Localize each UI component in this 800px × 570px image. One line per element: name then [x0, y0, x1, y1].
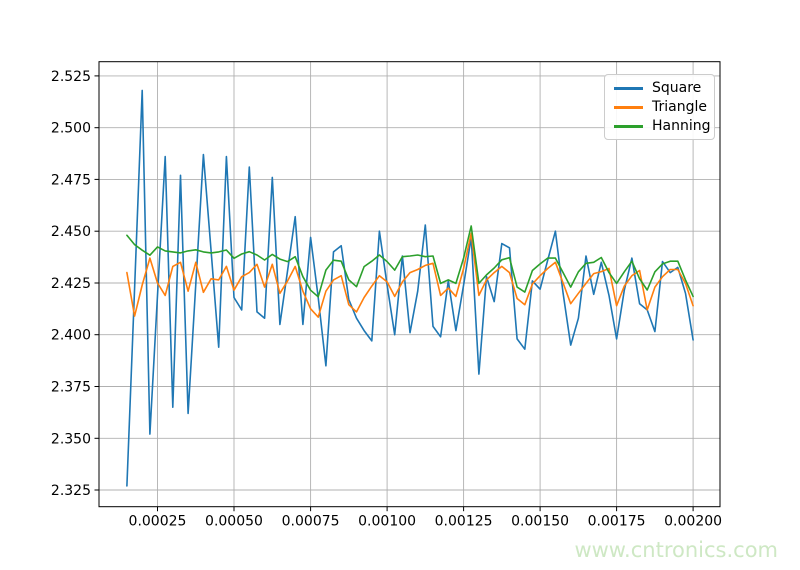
y-tick-label: 2.325: [51, 483, 91, 499]
series-line-triangle: [126, 232, 694, 318]
x-tick-label: 0.00125: [435, 514, 493, 530]
x-tick-label: 0.00150: [511, 514, 569, 530]
y-tick-label: 2.500: [51, 121, 91, 137]
legend: Square Triangle Hanning: [604, 74, 715, 140]
series-line-hanning: [126, 225, 694, 298]
x-tick-label: 0.00075: [282, 514, 340, 530]
watermark: www.cntronics.com: [574, 538, 778, 562]
x-tick-label: 0.00025: [129, 514, 187, 530]
x-tick-label: 0.00200: [664, 514, 722, 530]
legend-line-sample-square: [614, 87, 643, 90]
y-tick-label: 2.375: [51, 380, 91, 396]
legend-label-triangle: Triangle: [652, 99, 707, 115]
y-tick-label: 2.400: [51, 328, 91, 344]
y-tick-label: 2.475: [51, 172, 91, 188]
legend-item-triangle: Triangle: [614, 98, 714, 117]
y-tick-label: 2.425: [51, 276, 91, 292]
series: [126, 89, 694, 487]
x-tick-label: 0.00175: [588, 514, 646, 530]
legend-label-square: Square: [652, 80, 702, 96]
plot-border: [98, 61, 721, 508]
axes-ticks: 0.00025 0.00050 0.00075 0.00100 0.00125 0.001…: [51, 69, 722, 530]
y-tick-label: 2.525: [51, 69, 91, 85]
x-tick-label: 0.00100: [358, 514, 416, 530]
series-line-square: [126, 89, 694, 487]
x-tick-label: 0.00050: [205, 514, 263, 530]
legend-item-square: Square: [614, 79, 714, 98]
legend-line-sample-hanning: [614, 125, 643, 128]
legend-label-hanning: Hanning: [652, 118, 711, 134]
y-tick-label: 2.450: [51, 224, 91, 240]
y-tick-label: 2.350: [51, 431, 91, 447]
legend-item-hanning: Hanning: [614, 117, 714, 136]
legend-line-sample-triangle: [614, 106, 643, 109]
